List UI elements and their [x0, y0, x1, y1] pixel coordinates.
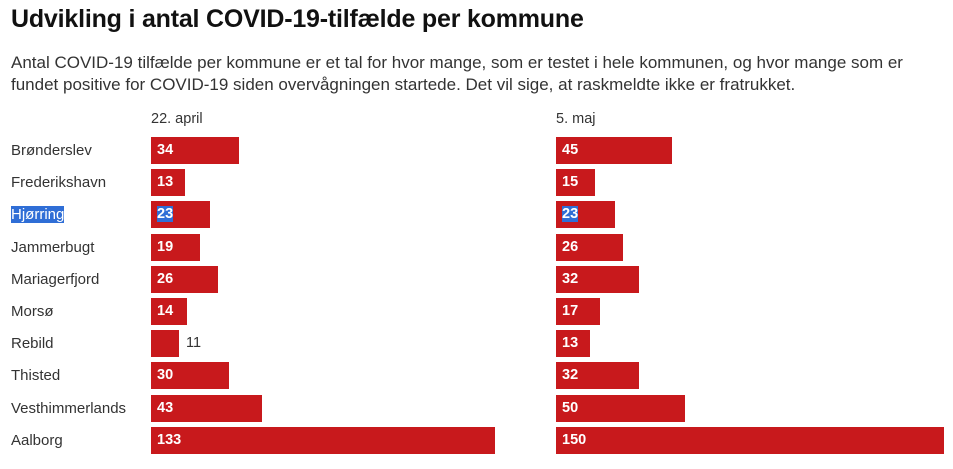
category-label-text: Thisted — [11, 367, 61, 384]
category-label-text: Brønderslev — [11, 142, 92, 159]
category-label-text: Mariagerfjord — [11, 271, 100, 288]
data-label: 17 — [562, 298, 578, 325]
bar[interactable] — [556, 395, 685, 422]
data-label: 13 — [562, 330, 578, 357]
data-label: 30 — [157, 362, 173, 389]
data-label-text: 34 — [157, 142, 174, 158]
bar[interactable] — [556, 137, 672, 164]
data-label: 23 — [562, 201, 579, 228]
data-label-text: 150 — [562, 432, 587, 448]
bar[interactable] — [151, 427, 495, 454]
category-label: Rebild — [11, 330, 54, 357]
bar[interactable] — [556, 330, 590, 357]
bar[interactable] — [556, 234, 623, 261]
bar[interactable] — [151, 362, 229, 389]
bar[interactable] — [556, 427, 944, 454]
data-label-text: 11 — [186, 335, 202, 351]
bar[interactable] — [151, 298, 187, 325]
data-label: 45 — [562, 137, 578, 164]
category-label-text: Vesthimmerlands — [11, 400, 127, 417]
data-label: 150 — [562, 427, 586, 454]
category-label-text: Morsø — [11, 303, 54, 320]
data-label-text: 30 — [157, 367, 174, 383]
data-label: 50 — [562, 395, 578, 422]
bar[interactable] — [151, 169, 185, 196]
category-label-text: Jammerbugt — [11, 239, 95, 256]
chart-title: Udvikling i antal COVID-19-tilfælde per … — [11, 5, 584, 33]
data-label: 14 — [157, 298, 173, 325]
category-label: Aalborg — [11, 427, 63, 454]
data-label-text: 15 — [562, 174, 579, 190]
category-label-text: Aalborg — [11, 432, 63, 449]
bar[interactable] — [556, 169, 595, 196]
category-label-text: Frederikshavn — [11, 174, 107, 191]
bar[interactable] — [151, 234, 200, 261]
bar[interactable] — [151, 395, 262, 422]
bar[interactable] — [151, 137, 239, 164]
data-label-text: 133 — [157, 432, 182, 448]
data-label: 15 — [562, 169, 578, 196]
data-label-text: 45 — [562, 142, 579, 158]
data-label: 13 — [157, 169, 173, 196]
data-label-text: 32 — [562, 367, 579, 383]
category-label: Thisted — [11, 362, 60, 389]
column-header: 5. maj — [556, 111, 596, 127]
data-label-text: 23 — [157, 206, 174, 222]
data-label-text: 50 — [562, 400, 579, 416]
data-label-text: 13 — [157, 174, 174, 190]
bar[interactable] — [151, 266, 218, 293]
category-label: Frederikshavn — [11, 169, 106, 196]
data-label: 34 — [157, 137, 173, 164]
data-label-text: 26 — [562, 239, 579, 255]
data-label-text: 14 — [157, 303, 174, 319]
data-label-text: 13 — [562, 335, 579, 351]
data-label: 23 — [157, 201, 174, 228]
data-label-text: 26 — [157, 271, 174, 287]
category-label: Jammerbugt — [11, 234, 94, 261]
data-label-text: 43 — [157, 400, 174, 416]
data-label: 26 — [157, 266, 173, 293]
category-label-text: Rebild — [11, 335, 54, 352]
data-label-text: 32 — [562, 271, 579, 287]
category-label: Morsø — [11, 298, 54, 325]
data-label-text: 23 — [562, 206, 579, 222]
category-label: Brønderslev — [11, 137, 92, 164]
chart-subtitle: Antal COVID-19 tilfælde per kommune er e… — [11, 53, 903, 94]
bar[interactable] — [151, 330, 179, 357]
data-label: 32 — [562, 266, 578, 293]
data-label-text: 19 — [157, 239, 174, 255]
bar[interactable] — [556, 298, 600, 325]
data-label-text: 17 — [562, 303, 579, 319]
data-label: 32 — [562, 362, 578, 389]
bar[interactable] — [556, 362, 639, 389]
data-label: 133 — [157, 427, 181, 454]
category-label: Vesthimmerlands — [11, 395, 126, 422]
data-label: 11 — [186, 330, 201, 357]
data-label: 26 — [562, 234, 578, 261]
data-label: 43 — [157, 395, 173, 422]
bar[interactable] — [556, 266, 639, 293]
category-label: Hjørring — [11, 201, 65, 228]
data-label: 19 — [157, 234, 173, 261]
column-header: 22. april — [151, 111, 203, 127]
category-label-text: Hjørring — [11, 206, 65, 223]
category-label: Mariagerfjord — [11, 266, 99, 293]
